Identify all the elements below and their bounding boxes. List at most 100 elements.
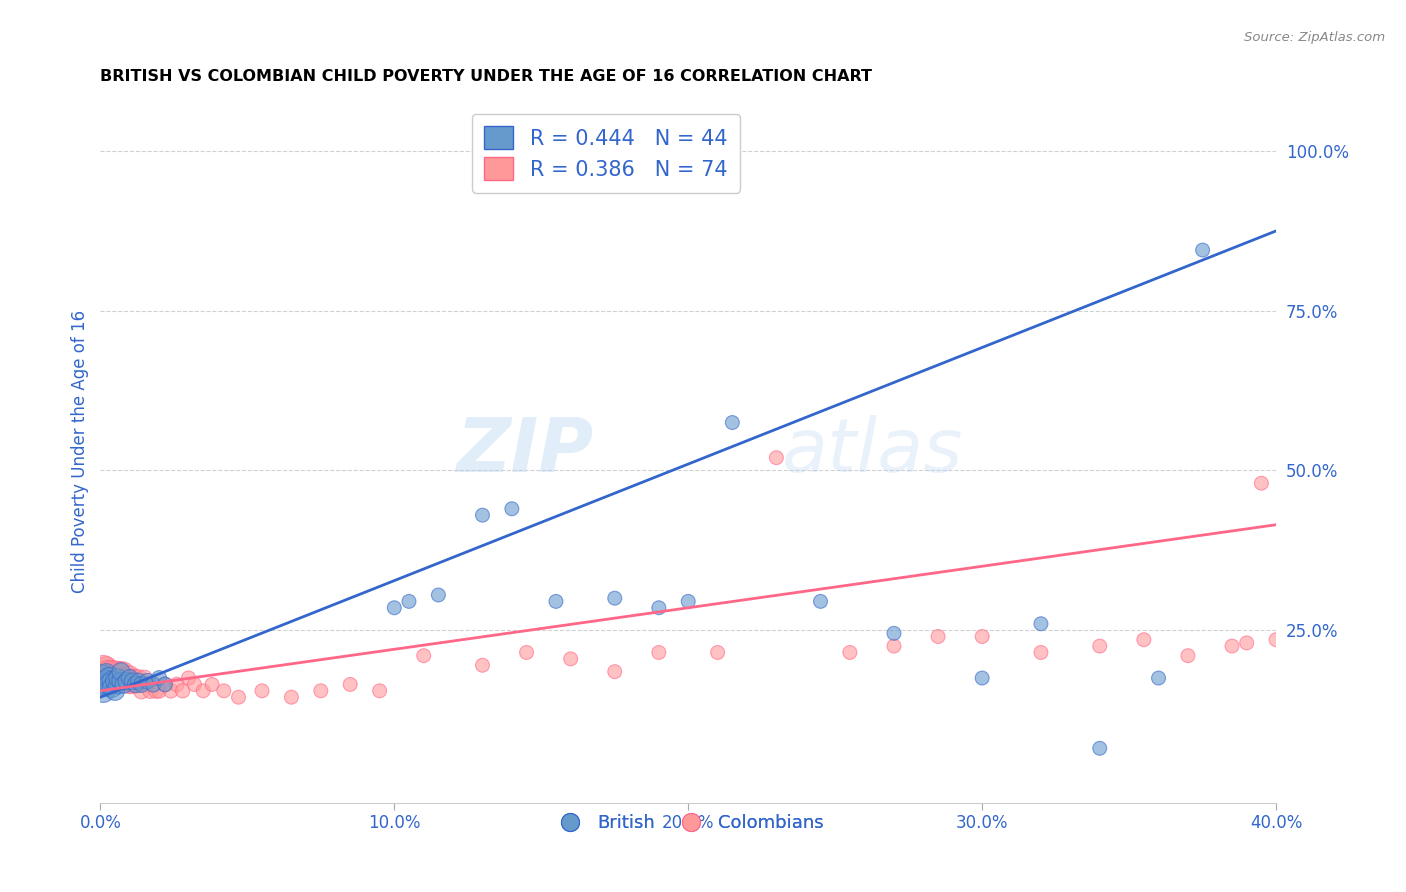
Point bbox=[104, 668, 127, 682]
Point bbox=[128, 674, 150, 689]
Point bbox=[107, 674, 129, 689]
Point bbox=[96, 661, 118, 675]
Point bbox=[153, 677, 176, 691]
Point bbox=[883, 639, 905, 653]
Point bbox=[228, 690, 250, 705]
Point bbox=[91, 671, 114, 685]
Point bbox=[1029, 645, 1052, 659]
Point bbox=[560, 652, 582, 666]
Point bbox=[110, 671, 132, 685]
Text: atlas: atlas bbox=[782, 416, 963, 487]
Point bbox=[160, 683, 183, 698]
Point bbox=[172, 683, 194, 698]
Point bbox=[121, 674, 143, 689]
Point bbox=[368, 683, 391, 698]
Point bbox=[706, 645, 728, 659]
Point bbox=[110, 674, 132, 689]
Point bbox=[412, 648, 434, 663]
Point bbox=[471, 508, 494, 523]
Point bbox=[110, 665, 132, 679]
Point bbox=[139, 683, 162, 698]
Point bbox=[101, 681, 124, 695]
Point bbox=[115, 674, 138, 689]
Point bbox=[339, 677, 361, 691]
Point bbox=[883, 626, 905, 640]
Point bbox=[121, 671, 143, 685]
Point bbox=[118, 671, 141, 685]
Point bbox=[1191, 243, 1213, 257]
Point bbox=[112, 665, 135, 679]
Point bbox=[382, 600, 405, 615]
Point bbox=[398, 594, 420, 608]
Point bbox=[107, 665, 129, 679]
Point bbox=[1265, 632, 1288, 647]
Point bbox=[648, 600, 671, 615]
Point bbox=[1177, 648, 1199, 663]
Point bbox=[104, 665, 127, 679]
Point bbox=[201, 677, 224, 691]
Point bbox=[96, 677, 118, 691]
Y-axis label: Child Poverty Under the Age of 16: Child Poverty Under the Age of 16 bbox=[72, 310, 89, 593]
Point bbox=[676, 594, 699, 608]
Point bbox=[177, 671, 200, 685]
Point bbox=[972, 671, 994, 685]
Point bbox=[107, 671, 129, 685]
Point bbox=[136, 677, 159, 691]
Point bbox=[96, 665, 118, 679]
Point bbox=[1220, 639, 1243, 653]
Point bbox=[1147, 671, 1170, 685]
Text: BRITISH VS COLOMBIAN CHILD POVERTY UNDER THE AGE OF 16 CORRELATION CHART: BRITISH VS COLOMBIAN CHILD POVERTY UNDER… bbox=[100, 69, 872, 84]
Point bbox=[112, 671, 135, 685]
Point bbox=[128, 677, 150, 691]
Point bbox=[1088, 639, 1111, 653]
Point bbox=[115, 671, 138, 685]
Point bbox=[145, 683, 167, 698]
Point bbox=[250, 683, 273, 698]
Point bbox=[603, 665, 626, 679]
Point bbox=[101, 674, 124, 689]
Point bbox=[648, 645, 671, 659]
Point bbox=[98, 671, 121, 685]
Point bbox=[98, 677, 121, 691]
Point bbox=[98, 671, 121, 685]
Point bbox=[91, 668, 114, 682]
Point bbox=[101, 671, 124, 685]
Point bbox=[91, 661, 114, 675]
Point bbox=[96, 668, 118, 682]
Point bbox=[1133, 632, 1156, 647]
Point bbox=[136, 674, 159, 689]
Point bbox=[118, 677, 141, 691]
Point bbox=[107, 677, 129, 691]
Point bbox=[212, 683, 235, 698]
Point bbox=[91, 677, 114, 691]
Point bbox=[1029, 616, 1052, 631]
Point bbox=[183, 677, 205, 691]
Legend: British, Colombians: British, Colombians bbox=[546, 806, 831, 839]
Point bbox=[721, 416, 744, 430]
Point bbox=[810, 594, 832, 608]
Point bbox=[838, 645, 860, 659]
Point bbox=[603, 591, 626, 606]
Point bbox=[280, 690, 302, 705]
Point bbox=[134, 671, 156, 685]
Point bbox=[148, 683, 170, 698]
Point bbox=[1236, 636, 1258, 650]
Point bbox=[309, 683, 332, 698]
Point bbox=[110, 674, 132, 689]
Point bbox=[544, 594, 567, 608]
Text: Source: ZipAtlas.com: Source: ZipAtlas.com bbox=[1244, 31, 1385, 45]
Point bbox=[124, 677, 146, 691]
Point bbox=[98, 674, 121, 689]
Point bbox=[115, 674, 138, 689]
Point bbox=[501, 501, 523, 516]
Point bbox=[148, 671, 170, 685]
Point bbox=[96, 674, 118, 689]
Point bbox=[107, 671, 129, 685]
Point bbox=[112, 677, 135, 691]
Point bbox=[516, 645, 538, 659]
Point bbox=[104, 683, 127, 698]
Point bbox=[1250, 476, 1272, 491]
Point bbox=[96, 671, 118, 685]
Point bbox=[104, 671, 127, 685]
Point bbox=[101, 665, 124, 679]
